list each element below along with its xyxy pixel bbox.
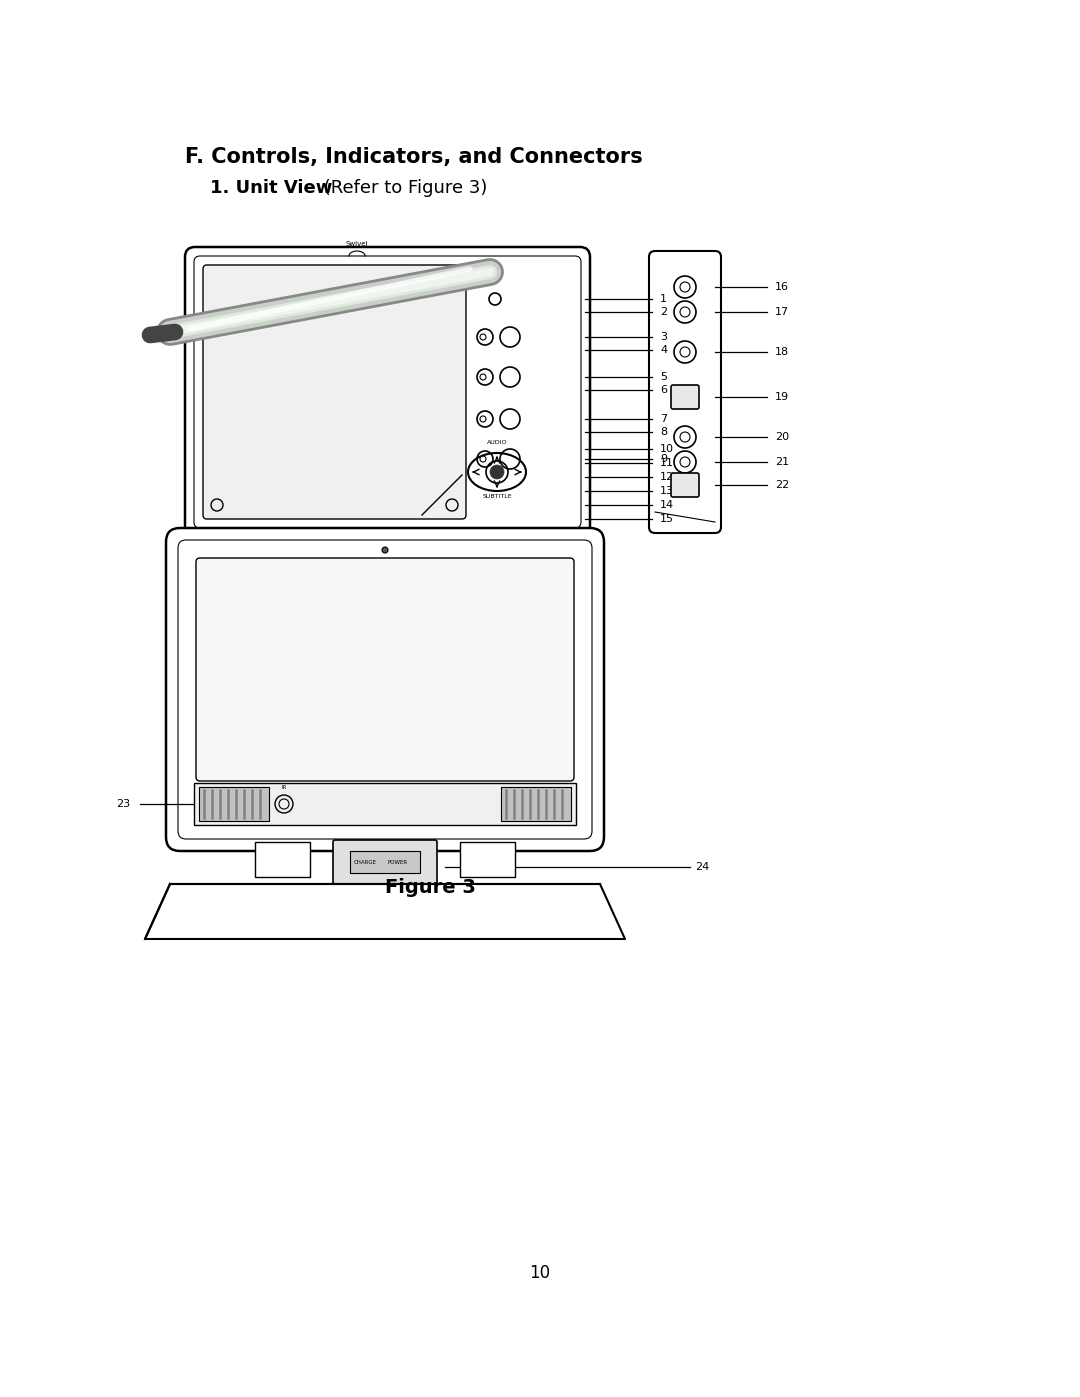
Text: 1. Unit View: 1. Unit View bbox=[210, 179, 333, 197]
Text: 14: 14 bbox=[660, 500, 674, 510]
FancyBboxPatch shape bbox=[178, 541, 592, 840]
Text: AUDIO: AUDIO bbox=[487, 440, 508, 446]
Text: 17: 17 bbox=[775, 307, 789, 317]
Text: 12: 12 bbox=[660, 472, 674, 482]
FancyBboxPatch shape bbox=[649, 251, 721, 534]
Bar bbox=[350, 851, 420, 873]
Bar bbox=[460, 842, 515, 877]
Text: 6: 6 bbox=[660, 386, 667, 395]
FancyBboxPatch shape bbox=[671, 386, 699, 409]
Bar bbox=[194, 782, 576, 826]
Text: Figure 3: Figure 3 bbox=[384, 877, 475, 897]
FancyBboxPatch shape bbox=[195, 557, 573, 781]
Text: 13: 13 bbox=[660, 486, 674, 496]
Bar bbox=[501, 787, 571, 821]
Text: 11: 11 bbox=[660, 458, 674, 468]
Text: 18: 18 bbox=[775, 346, 789, 358]
Text: 9: 9 bbox=[660, 454, 667, 464]
FancyBboxPatch shape bbox=[166, 528, 604, 851]
FancyBboxPatch shape bbox=[671, 474, 699, 497]
Text: IR: IR bbox=[281, 785, 286, 789]
Text: 24: 24 bbox=[696, 862, 710, 872]
Text: 20: 20 bbox=[775, 432, 789, 441]
Bar bbox=[255, 842, 310, 877]
Text: 19: 19 bbox=[775, 393, 789, 402]
Text: F. Controls, Indicators, and Connectors: F. Controls, Indicators, and Connectors bbox=[185, 147, 643, 168]
Text: 5: 5 bbox=[660, 372, 667, 381]
Text: CHARGE: CHARGE bbox=[354, 859, 377, 865]
Text: 15: 15 bbox=[660, 514, 674, 524]
Text: 8: 8 bbox=[660, 427, 667, 437]
Circle shape bbox=[490, 465, 504, 479]
Text: Swivel: Swivel bbox=[346, 242, 368, 247]
Text: 7: 7 bbox=[660, 414, 667, 425]
Text: 23: 23 bbox=[116, 799, 130, 809]
Text: 1: 1 bbox=[660, 293, 667, 305]
FancyBboxPatch shape bbox=[185, 247, 590, 536]
Text: POWER: POWER bbox=[387, 859, 407, 865]
Polygon shape bbox=[145, 884, 625, 939]
Text: 21: 21 bbox=[775, 457, 789, 467]
Text: 3: 3 bbox=[660, 332, 667, 342]
Text: 2: 2 bbox=[660, 307, 667, 317]
Text: 4: 4 bbox=[660, 345, 667, 355]
Circle shape bbox=[382, 548, 388, 553]
Text: SUBTITLE: SUBTITLE bbox=[482, 495, 512, 499]
Text: 16: 16 bbox=[775, 282, 789, 292]
FancyBboxPatch shape bbox=[194, 256, 581, 528]
Text: (Refer to Figure 3): (Refer to Figure 3) bbox=[318, 179, 487, 197]
FancyBboxPatch shape bbox=[333, 840, 437, 884]
Text: 22: 22 bbox=[775, 481, 789, 490]
FancyBboxPatch shape bbox=[203, 265, 465, 520]
Text: 10: 10 bbox=[529, 1264, 551, 1282]
Bar bbox=[199, 787, 269, 821]
Text: 10: 10 bbox=[660, 444, 674, 454]
